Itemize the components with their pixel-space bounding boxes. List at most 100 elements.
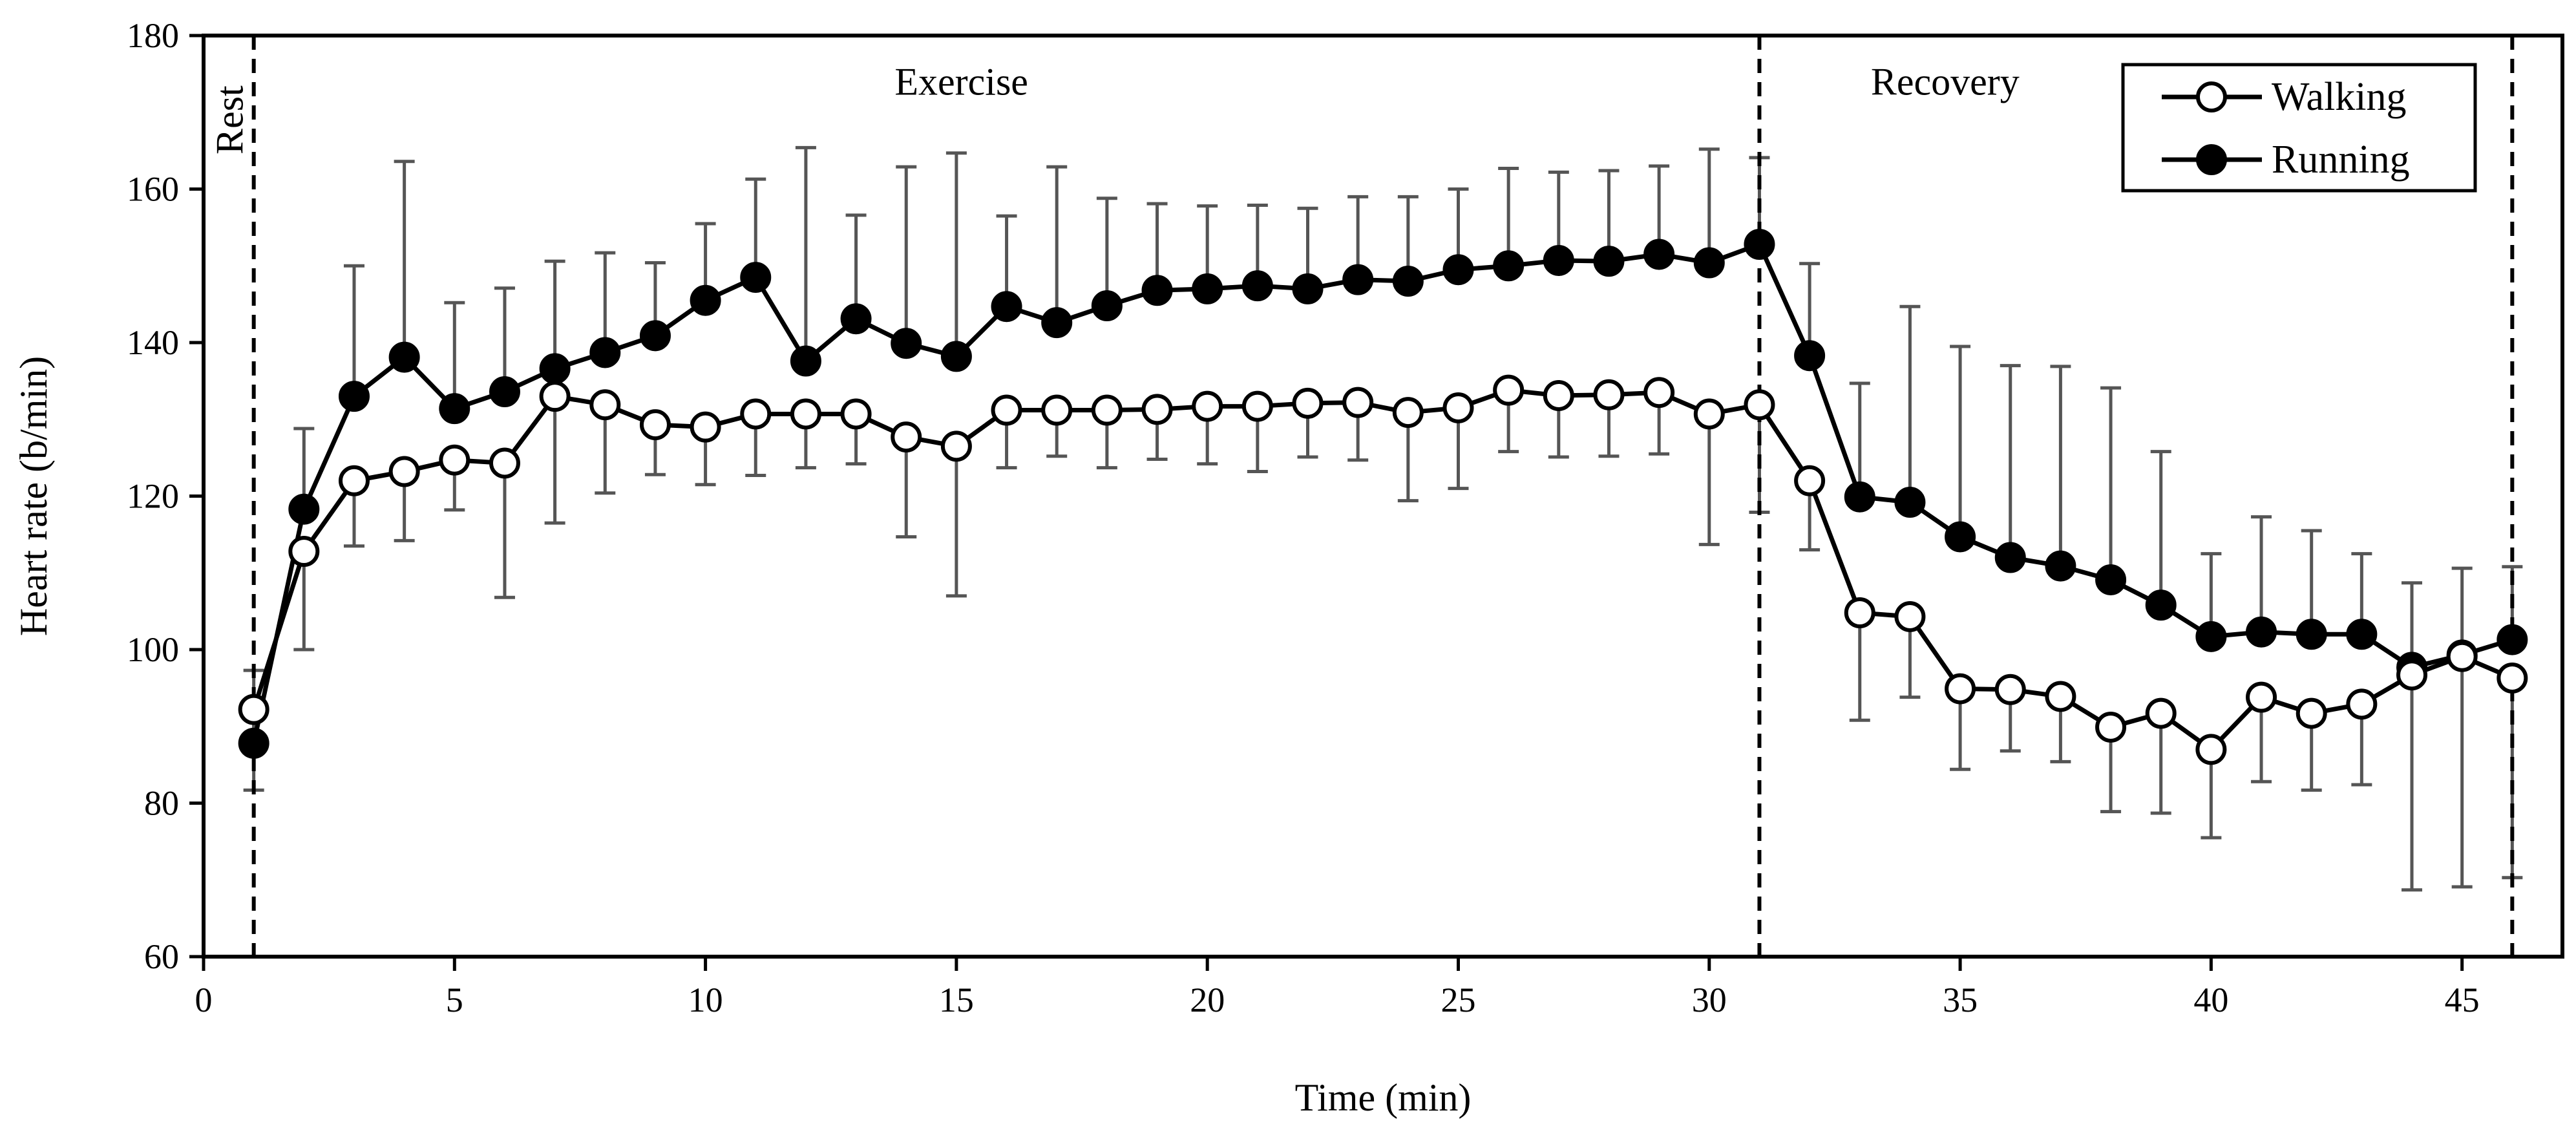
- walking-data-point: [2195, 734, 2227, 765]
- running-data-point: [1141, 275, 1173, 306]
- walking-data-point: [1593, 379, 1625, 410]
- running-data-point: [940, 341, 972, 372]
- running-data-point: [1794, 340, 1826, 372]
- walking-data-point: [740, 398, 772, 430]
- running-data-point: [1192, 273, 1223, 304]
- legend-label-running: Running: [2272, 138, 2410, 182]
- axes: [189, 34, 2564, 971]
- series-lines: [251, 242, 2513, 752]
- phase-markers: [251, 36, 2515, 957]
- running-data-point: [891, 328, 922, 359]
- running-data-point: [2045, 550, 2076, 582]
- walking-data-point: [1192, 390, 1223, 422]
- walking-data-point: [1744, 389, 1775, 421]
- running-data-point: [1442, 254, 1474, 286]
- legend-label-walking: Walking: [2272, 75, 2407, 119]
- running-data-point: [1041, 307, 1073, 339]
- x-tick-label: 40: [2193, 981, 2228, 1019]
- walking-data-point: [1693, 398, 1725, 430]
- running-data-point: [2346, 619, 2378, 650]
- y-tick-label: 160: [127, 170, 179, 209]
- running-data-point: [1392, 266, 1424, 297]
- walking-data-point: [891, 421, 922, 453]
- tick-labels: 0 5 10 15 20 25 30 35 40 45 60 80 100 120 140 160 180: [127, 16, 2480, 1019]
- walking-data-point: [1091, 394, 1123, 426]
- walking-data-point: [1392, 397, 1424, 429]
- running-data-point: [489, 376, 520, 407]
- running-data-point: [288, 493, 320, 525]
- running-data-point: [2296, 619, 2327, 650]
- running-data-point: [639, 320, 671, 352]
- walking-data-point: [1794, 465, 1826, 496]
- running-data-point: [690, 284, 721, 316]
- walking-data-point: [690, 411, 721, 443]
- walking-data-point: [790, 398, 821, 430]
- walking-data-point: [489, 447, 520, 479]
- walking-data-point: [1141, 394, 1173, 425]
- x-tick-label: 20: [1190, 981, 1225, 1019]
- running-data-point: [1744, 229, 1775, 260]
- walking-data-point: [388, 456, 420, 487]
- x-axis-title: Time (min): [1295, 1076, 1472, 1119]
- walking-data-point: [840, 398, 872, 430]
- y-tick-label: 180: [127, 16, 179, 55]
- running-data-point: [1593, 246, 1625, 277]
- walking-data-point: [639, 409, 671, 441]
- walking-data-point: [2145, 697, 2177, 729]
- walking-data-point: [1894, 600, 1926, 632]
- walking-data-point: [2346, 688, 2378, 720]
- series-points: [238, 229, 2528, 765]
- walking-data-point: [1493, 374, 1525, 406]
- phase-labels: Rest Exercise Recovery: [209, 60, 2020, 154]
- phase-label-exercise: Exercise: [894, 60, 1028, 103]
- y-axis-title: Heart rate (b/min): [12, 356, 55, 636]
- running-data-point: [1844, 481, 1875, 513]
- walking-data-point: [1994, 674, 2026, 705]
- phase-label-recovery: Recovery: [1871, 60, 2020, 103]
- walking-data-point: [940, 430, 972, 462]
- legend-box: [2121, 63, 2477, 193]
- x-tick-label: 15: [939, 981, 974, 1019]
- running-data-point: [1292, 273, 1324, 304]
- running-data-point: [1543, 244, 1574, 276]
- y-tick-label: 100: [127, 630, 179, 669]
- running-data-point: [1693, 247, 1725, 279]
- running-data-point: [1945, 521, 1976, 553]
- walking-data-point: [1543, 379, 1574, 411]
- running-data-point: [2246, 616, 2277, 648]
- walking-data-point: [1945, 673, 1976, 705]
- walking-data-point: [589, 389, 621, 421]
- running-data-point: [840, 303, 872, 335]
- walking-data-point: [1844, 597, 1875, 628]
- y-tick-label: 140: [127, 323, 179, 362]
- x-tick-label: 30: [1692, 981, 1727, 1019]
- walking-data-point: [2246, 681, 2277, 713]
- running-data-point: [238, 727, 269, 759]
- walking-data-point: [2396, 659, 2428, 691]
- walking-data-point: [2095, 711, 2127, 743]
- running-data-point: [2497, 624, 2528, 655]
- x-tick-label: 35: [1943, 981, 1978, 1019]
- x-tick-label: 10: [688, 981, 723, 1019]
- running-data-point: [740, 262, 772, 293]
- x-tick-label: 25: [1441, 981, 1475, 1019]
- running-data-point: [1894, 487, 1926, 518]
- walking-data-point: [991, 394, 1022, 426]
- walking-data-point: [1342, 387, 1374, 418]
- running-data-point: [1342, 264, 1374, 295]
- running-data-point: [1241, 270, 1273, 302]
- running-data-point: [2145, 590, 2177, 621]
- running-data-point: [589, 337, 621, 368]
- walking-data-point: [1041, 394, 1073, 426]
- y-tick-label: 80: [144, 784, 179, 823]
- x-tick-label: 45: [2445, 981, 2480, 1019]
- running-data-point: [1643, 239, 1675, 270]
- walking-data-point: [1241, 390, 1273, 422]
- error-bars: [243, 145, 2523, 892]
- walking-data-point: [2446, 641, 2478, 672]
- x-tick-label: 0: [195, 981, 213, 1019]
- running-data-point: [539, 353, 571, 385]
- running-data-point: [991, 291, 1022, 323]
